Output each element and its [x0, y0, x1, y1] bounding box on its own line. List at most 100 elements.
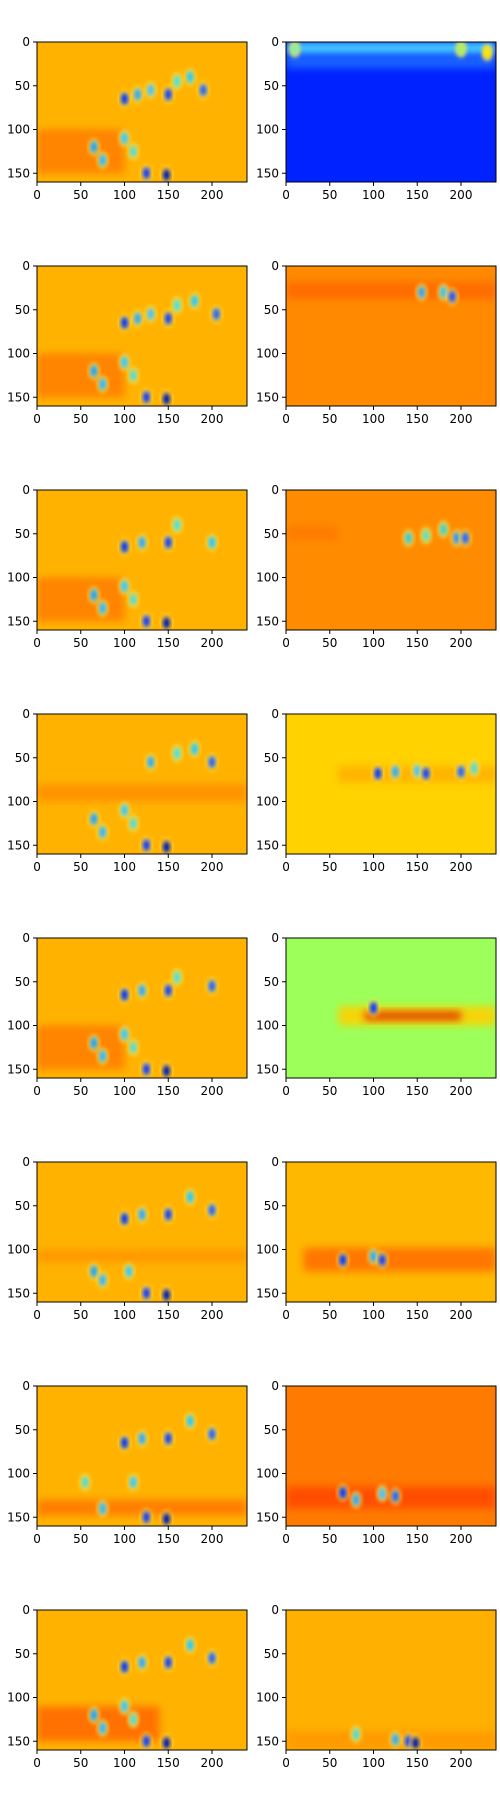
- x-tick-label: 0: [33, 1756, 41, 1770]
- panel-r6-c1: 0 50 100 150 200 0 50 100 150: [256, 1379, 497, 1546]
- heatmap-blob: [212, 308, 220, 321]
- heatmap-blob: [129, 145, 137, 158]
- y-tick-label: 150: [7, 166, 30, 180]
- x-tick-label: 100: [113, 1308, 136, 1322]
- heatmap-blob: [369, 1250, 378, 1263]
- heatmap-image: [286, 1610, 496, 1750]
- x-tick-label: 100: [362, 860, 385, 874]
- heatmap-blob: [173, 747, 181, 760]
- heatmap-blob: [162, 1289, 171, 1301]
- y-tick-label: 50: [264, 1423, 279, 1437]
- heatmap-blob: [391, 1490, 399, 1503]
- x-tick-label: 100: [362, 1756, 385, 1770]
- x-tick-label: 150: [157, 412, 180, 426]
- y-tick-label: 0: [271, 707, 279, 721]
- panel-r6-c0: 0 50 100 150 200 0 50 100 150: [7, 1379, 248, 1546]
- x-tick-label: 50: [73, 1084, 88, 1098]
- axes-frame: [285, 41, 497, 183]
- heatmap-image: [286, 42, 496, 182]
- y-tick-label: 50: [264, 1647, 279, 1661]
- heatmap-blob: [99, 1274, 107, 1287]
- panel-r5-c1: 0 50 100 150 200 0 50 100 150: [256, 1155, 497, 1322]
- heatmap-blob: [173, 519, 181, 531]
- heatmap-blob: [162, 841, 171, 853]
- panel-r3-c0: 0 50 100 150 200 0 50 100 150: [7, 707, 248, 874]
- y-tick-label: 0: [22, 483, 30, 497]
- heatmap-blob: [120, 132, 129, 145]
- heatmap-blob: [186, 1191, 194, 1203]
- heatmap-blob: [120, 1436, 129, 1449]
- axes-frame: [285, 265, 497, 407]
- heatmap-blob: [208, 756, 216, 769]
- axes-frame: [36, 41, 248, 183]
- y-tick-label: 50: [15, 1647, 30, 1661]
- panel-r1-c1: 0 50 100 150 200 0 50 100 150: [256, 259, 497, 426]
- heatmap-blob: [190, 295, 199, 307]
- heatmap-blob: [99, 1722, 107, 1735]
- heatmap-image: [286, 266, 496, 406]
- heatmap-blob: [90, 1037, 98, 1049]
- heatmap-blob: [374, 767, 382, 780]
- x-tick-label: 150: [157, 1532, 180, 1546]
- heatmap-blob: [99, 602, 107, 615]
- heatmap-band: [37, 353, 125, 398]
- heatmap-blob: [162, 1065, 171, 1077]
- x-tick-label: 50: [73, 1532, 88, 1546]
- x-tick-label: 150: [406, 188, 429, 202]
- panel-r0-c0: 0 50 100 150 200 0 50 100 150: [7, 35, 248, 202]
- heatmap-blob: [453, 532, 461, 545]
- heatmap-blob: [162, 393, 171, 405]
- panel-r7-c1: 0 50 100 150 200 0 50 100 150: [256, 1603, 497, 1770]
- y-tick-label: 150: [7, 1062, 30, 1076]
- heatmap-band: [37, 1499, 247, 1516]
- x-tick-label: 50: [73, 636, 88, 650]
- heatmap-image: [37, 1162, 247, 1302]
- x-tick-label: 50: [73, 1756, 88, 1770]
- y-tick-label: 0: [271, 35, 279, 49]
- y-tick-label: 0: [271, 1603, 279, 1617]
- y-tick-label: 150: [7, 390, 30, 404]
- x-tick-label: 100: [362, 188, 385, 202]
- axes-frame: [285, 1161, 497, 1303]
- heatmap-blob: [138, 984, 146, 997]
- x-tick-label: 150: [406, 860, 429, 874]
- y-tick-label: 0: [271, 1379, 279, 1393]
- heatmap-blob: [120, 1700, 129, 1713]
- heatmap-blob: [208, 1428, 216, 1441]
- heatmap-blob: [142, 615, 150, 628]
- x-tick-label: 150: [406, 1756, 429, 1770]
- heatmap-blob: [208, 1652, 216, 1665]
- x-tick-label: 100: [113, 1532, 136, 1546]
- y-tick-label: 100: [7, 571, 30, 585]
- x-tick-label: 150: [406, 1308, 429, 1322]
- heatmap-blob: [99, 1502, 107, 1515]
- x-tick-label: 200: [450, 1084, 473, 1098]
- heatmap-blob: [120, 1660, 129, 1673]
- heatmap-band: [37, 1025, 125, 1070]
- x-tick-label: 200: [201, 636, 224, 650]
- heatmap-blob: [164, 536, 172, 549]
- panel-r0-c1: 0 50 100 150 200 0 50 100 150: [256, 35, 497, 202]
- panel-r4-c0: 0 50 100 150 200 0 50 100 150: [7, 931, 248, 1098]
- heatmap-band: [286, 55, 496, 69]
- panel-r4-c1: 0 50 100 150 200 0 50 100 150: [256, 931, 497, 1098]
- heatmap-blob: [470, 762, 478, 775]
- x-tick-label: 150: [157, 1756, 180, 1770]
- heatmap-blob: [418, 286, 426, 299]
- heatmap-blob: [483, 46, 491, 59]
- heatmap-band: [37, 1249, 247, 1263]
- y-tick-label: 0: [271, 1155, 279, 1169]
- heatmap-blob: [439, 523, 448, 536]
- x-tick-label: 0: [33, 636, 41, 650]
- heatmap-band: [286, 525, 339, 541]
- y-tick-label: 150: [7, 1510, 30, 1524]
- heatmap-image: [286, 490, 496, 630]
- y-tick-label: 50: [15, 1199, 30, 1213]
- heatmap-blob: [120, 316, 129, 329]
- heatmap-blob: [129, 593, 137, 606]
- heatmap-blob: [134, 88, 142, 101]
- y-tick-label: 100: [7, 1019, 30, 1033]
- heatmap-blob: [378, 1487, 386, 1500]
- x-tick-label: 200: [201, 1532, 224, 1546]
- y-tick-label: 100: [7, 795, 30, 809]
